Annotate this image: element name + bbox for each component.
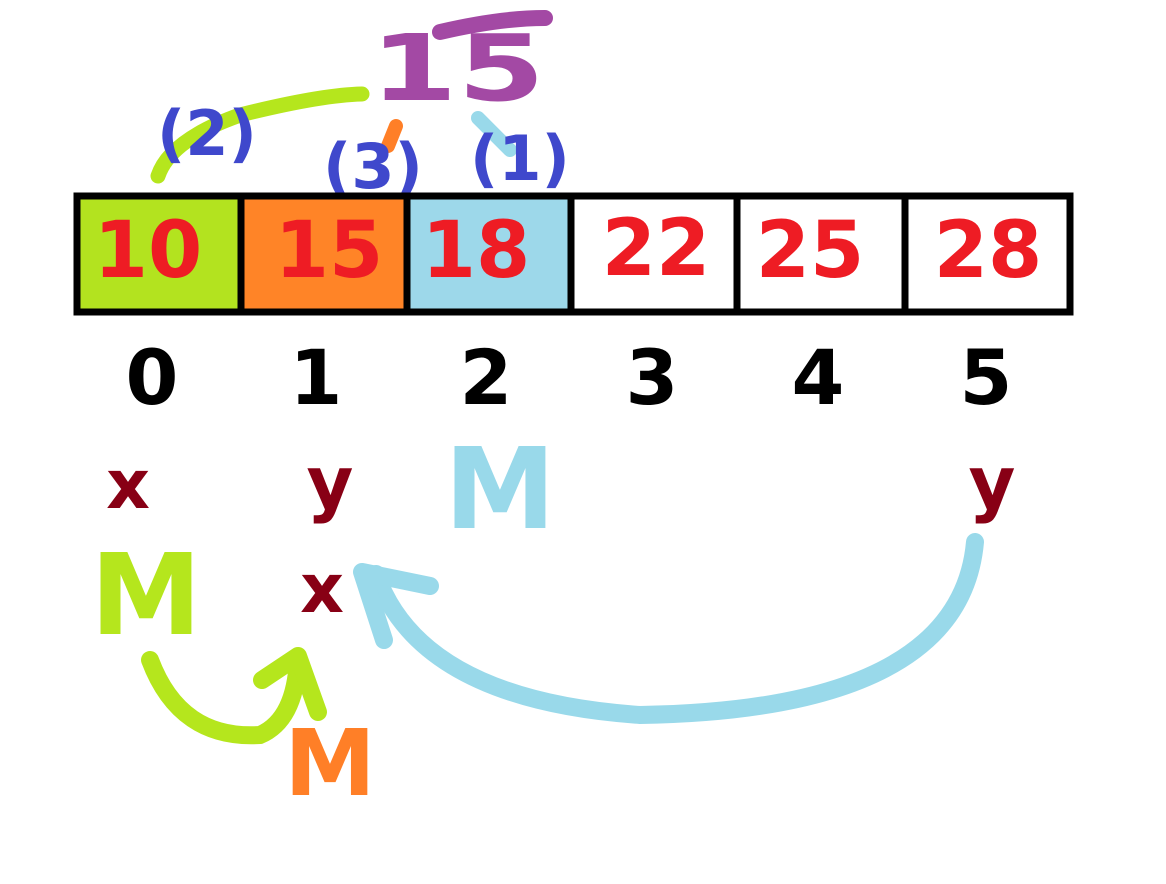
- pointer-y-start: y: [307, 441, 354, 525]
- step-label-3: (3): [323, 130, 423, 203]
- pointer-m-first: M: [444, 425, 555, 555]
- step-label-2: (2): [157, 97, 257, 170]
- array-value-0: 10: [94, 206, 203, 296]
- arrow-m-move: [141, 651, 307, 745]
- array-value-2: 18: [422, 206, 531, 296]
- array-cell-5: [905, 196, 1070, 312]
- array-value-4: 25: [756, 206, 865, 296]
- array-index-3: 3: [626, 333, 679, 422]
- array-value-5: 28: [934, 206, 1043, 296]
- pointer-m-second: M: [90, 531, 201, 661]
- pointer-x-moved: x: [300, 550, 344, 629]
- arrow-y-move-head: [353, 563, 439, 649]
- array-index-2: 2: [460, 333, 513, 422]
- array-index-0: 0: [126, 333, 179, 422]
- arrow-m-move-head: [253, 647, 327, 721]
- array-indices: 0 1 2 3 4 5: [126, 333, 1013, 422]
- compare-stroke-orange: [381, 119, 403, 153]
- array-index-5: 5: [960, 333, 1013, 422]
- compare-stroke-blue: [471, 111, 517, 157]
- step-label-1: (1): [470, 122, 570, 195]
- array-index-4: 4: [792, 333, 845, 422]
- arrow-y-move: [367, 533, 984, 725]
- compare-stroke-green: [150, 86, 370, 184]
- array-cell-0: [77, 196, 241, 312]
- array-cell-3: [571, 196, 737, 312]
- array-cell-1: [241, 196, 407, 312]
- array-value-3: 22: [602, 204, 711, 294]
- array-value-1: 15: [275, 206, 384, 296]
- array-cell-2: [407, 196, 571, 312]
- pointer-y-end: y: [969, 441, 1016, 525]
- array-cell-4: [737, 196, 905, 312]
- pointer-m-third: M: [284, 710, 376, 817]
- search-target-flag-stroke: [432, 10, 553, 40]
- array-index-1: 1: [290, 333, 343, 422]
- pointer-x-start: x: [106, 446, 150, 525]
- array: 10 15 18 22 25 28: [73, 192, 1074, 316]
